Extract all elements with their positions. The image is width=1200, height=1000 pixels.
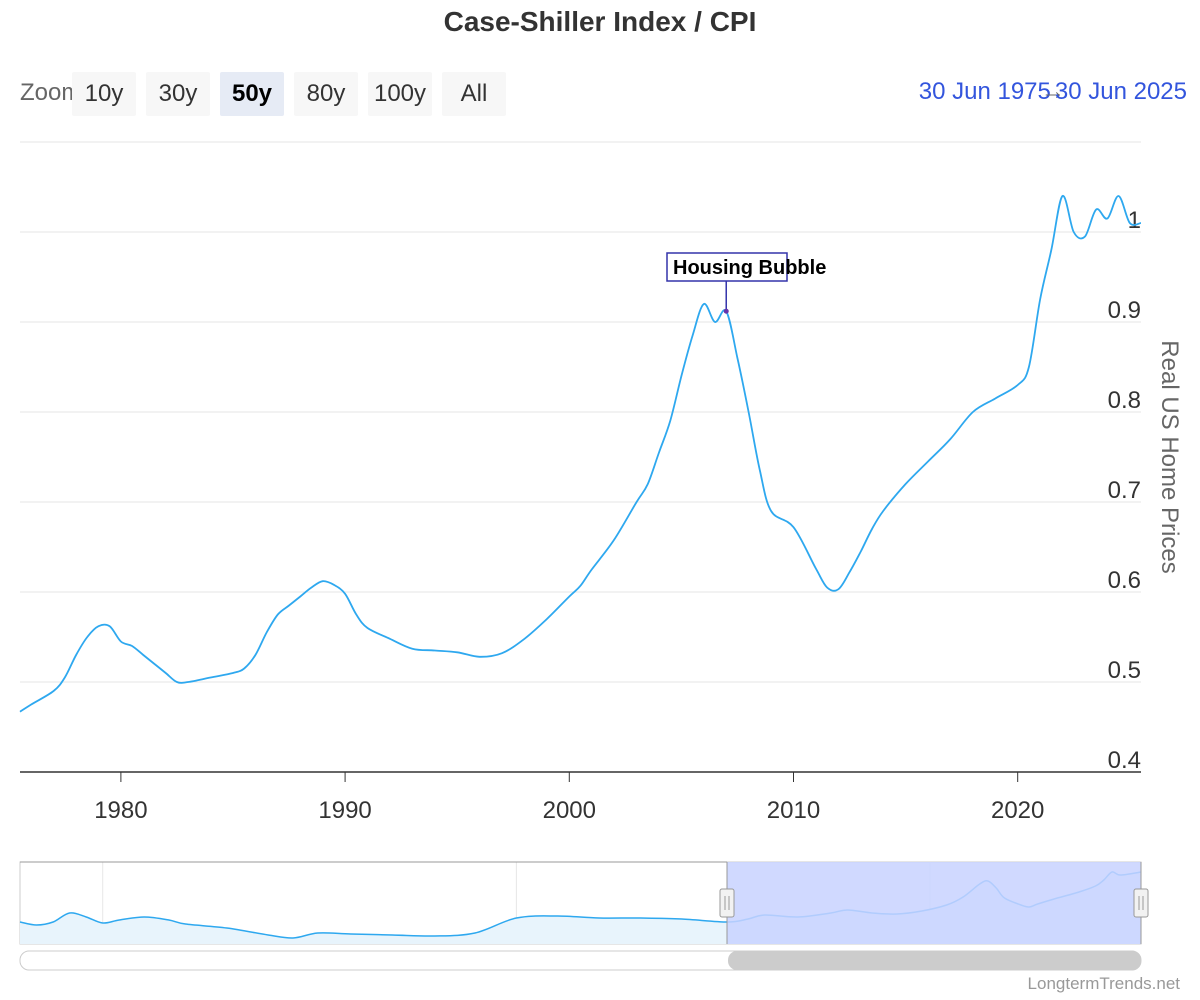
zoom-all-button[interactable]: All	[442, 72, 506, 116]
navigator-handle-left[interactable]	[719, 888, 735, 918]
chart-title: Case-Shiller Index / CPI	[443, 6, 757, 37]
zoom-10y-button[interactable]: 10y	[72, 72, 136, 116]
scrollbar-thumb[interactable]	[728, 951, 1141, 970]
zoom-100y-button[interactable]: 100y	[368, 72, 432, 116]
y-tick-label: 0.5	[1108, 657, 1141, 684]
y-tick-label: 0.6	[1108, 567, 1141, 594]
y-axis-ticks: 0.4 0.5 0.6 0.7 0.8 0.9 1	[1108, 207, 1141, 774]
grid-lines	[20, 141, 1141, 683]
annotation-box	[666, 252, 788, 282]
range-to-input[interactable]: 30 Jun 2025	[1054, 78, 1187, 105]
zoom-80y-button[interactable]: 80y	[294, 72, 358, 116]
x-tick-label: 2000	[543, 797, 596, 824]
navigator[interactable]: 190019502000	[19, 861, 1149, 945]
zoom-30y-button[interactable]: 30y	[146, 72, 210, 116]
y-tick-label: 0.8	[1108, 387, 1141, 414]
zoom-50y-button[interactable]: 50y	[220, 72, 284, 116]
annotation-label: Housing Bubble	[673, 257, 826, 279]
y-tick-label: 0.7	[1108, 477, 1141, 504]
range-separator: →	[1040, 78, 1065, 105]
y-tick-label: 0.4	[1108, 747, 1141, 774]
scrollbar[interactable]	[19, 950, 1142, 971]
housing-bubble-annotation[interactable]: Housing Bubble	[666, 252, 826, 314]
y-tick-label: 1	[1128, 207, 1141, 234]
x-tick-label: 1980	[94, 797, 147, 824]
x-axis-ticks: 1980 1990 2000 2010 2020	[94, 772, 1044, 824]
y-tick-label: 0.9	[1108, 297, 1141, 324]
navigator-handle-right[interactable]	[1133, 888, 1149, 918]
zoom-label: Zoom	[20, 79, 72, 106]
y-axis-label: Real US Home Prices	[1156, 340, 1183, 573]
credit-link[interactable]: LongtermTrends.net	[1027, 974, 1180, 993]
x-tick-label: 1990	[318, 797, 371, 824]
range-from-input[interactable]: 30 Jun 1975	[918, 78, 1051, 105]
x-tick-label: 2020	[991, 797, 1044, 824]
series-line[interactable]	[19, 195, 1142, 713]
navigator-selection[interactable]	[727, 862, 1141, 944]
x-tick-label: 2010	[767, 797, 820, 824]
annotation-point	[723, 308, 729, 314]
date-range: 30 Jun 1975→30 Jun 2025	[919, 78, 1187, 106]
